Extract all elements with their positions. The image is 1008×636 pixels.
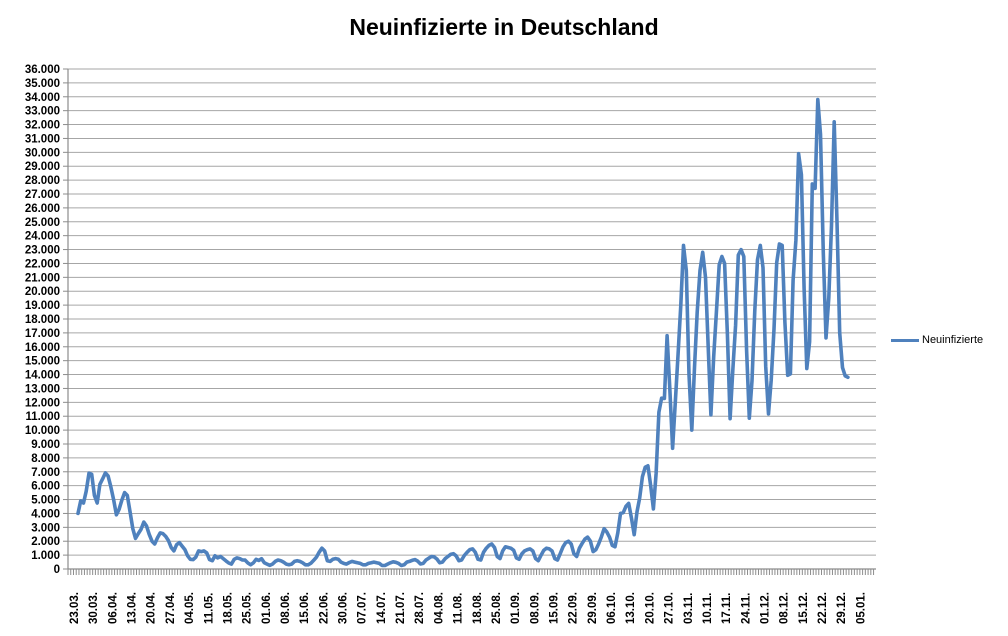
legend: Neuinfizierte (891, 334, 983, 346)
y-axis-label: 23.000 (25, 245, 60, 257)
x-axis-label: 27.04. (165, 592, 177, 624)
x-axis-label: 30.06. (338, 592, 350, 624)
y-axis-label: 31.000 (25, 133, 60, 145)
y-axis-label: 21.000 (25, 272, 60, 284)
y-axis-label: 16.000 (25, 342, 60, 354)
y-axis-label: 15.000 (25, 356, 60, 368)
x-axis-label: 03.11. (683, 593, 695, 624)
y-axis-label: 7.000 (31, 467, 60, 479)
y-axis-label: 11.000 (25, 411, 60, 423)
x-axis-ticks (67, 569, 875, 575)
chart-title: Neuinfizierte in Deutschland (349, 14, 659, 40)
y-axis-label: 2.000 (31, 536, 60, 548)
x-axis-label: 15.12. (798, 592, 810, 624)
series-line-neuinfizierte (76, 97, 850, 568)
y-axis-label: 3.000 (31, 522, 60, 534)
x-axis-label: 28.07. (414, 592, 426, 624)
y-axis-label: 9.000 (31, 439, 60, 451)
x-axis-label: 07.07. (357, 592, 369, 624)
x-axis-label: 13.04. (127, 592, 139, 624)
x-axis-label: 01.06. (261, 592, 273, 624)
x-axis-label: 27.10. (664, 592, 676, 624)
x-axis-label: 04.08. (433, 592, 445, 624)
y-axis-label: 14.000 (25, 370, 60, 382)
x-axis-label: 24.11. (740, 593, 752, 624)
y-axis-label: 22.000 (25, 258, 60, 270)
x-axis-label: 22.12. (817, 592, 829, 624)
x-axis-label: 30.03. (88, 592, 100, 624)
y-axis-ticks (63, 68, 68, 570)
x-axis-label: 10.11. (702, 593, 714, 624)
y-axis-label: 29.000 (25, 161, 60, 173)
y-axis-label: 36.000 (25, 64, 60, 76)
x-axis-label: 13.10. (625, 592, 637, 624)
x-axis-label: 08.09. (529, 592, 541, 624)
y-axis-label: 12.000 (25, 397, 60, 409)
y-axis-label: 8.000 (31, 453, 60, 465)
y-axis-label: 24.000 (25, 231, 60, 243)
y-axis-label: 19.000 (25, 300, 60, 312)
x-axis-label: 20.04. (146, 592, 158, 624)
x-axis-label: 18.08. (472, 592, 484, 624)
x-axis-label: 06.10. (606, 592, 618, 624)
x-axis-label: 08.12. (779, 592, 791, 624)
x-axis-label: 18.05. (222, 592, 234, 624)
x-axis-label: 01.12. (759, 592, 771, 624)
y-axis-label: 25.000 (25, 217, 60, 229)
x-axis-label: 11.08. (453, 593, 465, 624)
x-axis-label: 01.09. (510, 592, 522, 624)
y-axis-label: 1.000 (31, 550, 60, 562)
x-axis-label: 29.09. (587, 592, 599, 624)
x-axis-label: 15.09. (549, 592, 561, 624)
x-axis-label: 25.08. (491, 592, 503, 624)
x-axis-label: 11.05. (203, 593, 215, 624)
x-axis-label: 22.09. (568, 592, 580, 624)
x-axis-label: 21.07. (395, 592, 407, 624)
y-axis-label: 32.000 (25, 120, 60, 132)
y-axis-label: 27.000 (25, 189, 60, 201)
y-axis-label: 13.000 (25, 383, 60, 395)
y-axis-label: 33.000 (25, 106, 60, 118)
y-axis-label: 26.000 (25, 203, 60, 215)
x-axis-label: 04.05. (184, 592, 196, 624)
legend-line-swatch (891, 338, 919, 342)
y-axis-label: 34.000 (25, 92, 60, 104)
y-axis-label: 35.000 (25, 78, 60, 90)
y-axis-label: 5.000 (31, 495, 60, 507)
y-axis-label: 6.000 (31, 481, 60, 493)
x-axis-label: 20.10. (644, 592, 656, 624)
y-axis-label: 17.000 (25, 328, 60, 340)
x-axis-label: 14.07. (376, 592, 388, 624)
x-axis-label: 05.01. (855, 592, 867, 624)
x-axis-label: 29.12. (836, 592, 848, 624)
y-axis-label: 10.000 (25, 425, 60, 437)
x-axis-label: 17.11. (721, 593, 733, 624)
x-axis-label: 25.05. (242, 592, 254, 624)
x-axis-labels: 23.03. 30.03. 06.04. 13.04. 20.04. 27.04. 04.0… (69, 592, 867, 624)
y-axis-label: 28.000 (25, 175, 60, 187)
y-axis-label: 0 (54, 564, 60, 576)
x-axis-label: 06.04. (107, 592, 119, 624)
y-axis-label: 4.000 (31, 508, 60, 520)
x-axis-label: 08.06. (280, 592, 292, 624)
y-axis-label: 30.000 (25, 147, 60, 159)
y-axis-label: 20.000 (25, 286, 60, 298)
legend-label: Neuinfizierte (922, 334, 984, 346)
x-axis-label: 23.03. (69, 592, 81, 624)
x-axis-label: 22.06. (318, 592, 330, 624)
y-axis-label: 18.000 (25, 314, 60, 326)
x-axis-label: 15.06. (299, 592, 311, 624)
